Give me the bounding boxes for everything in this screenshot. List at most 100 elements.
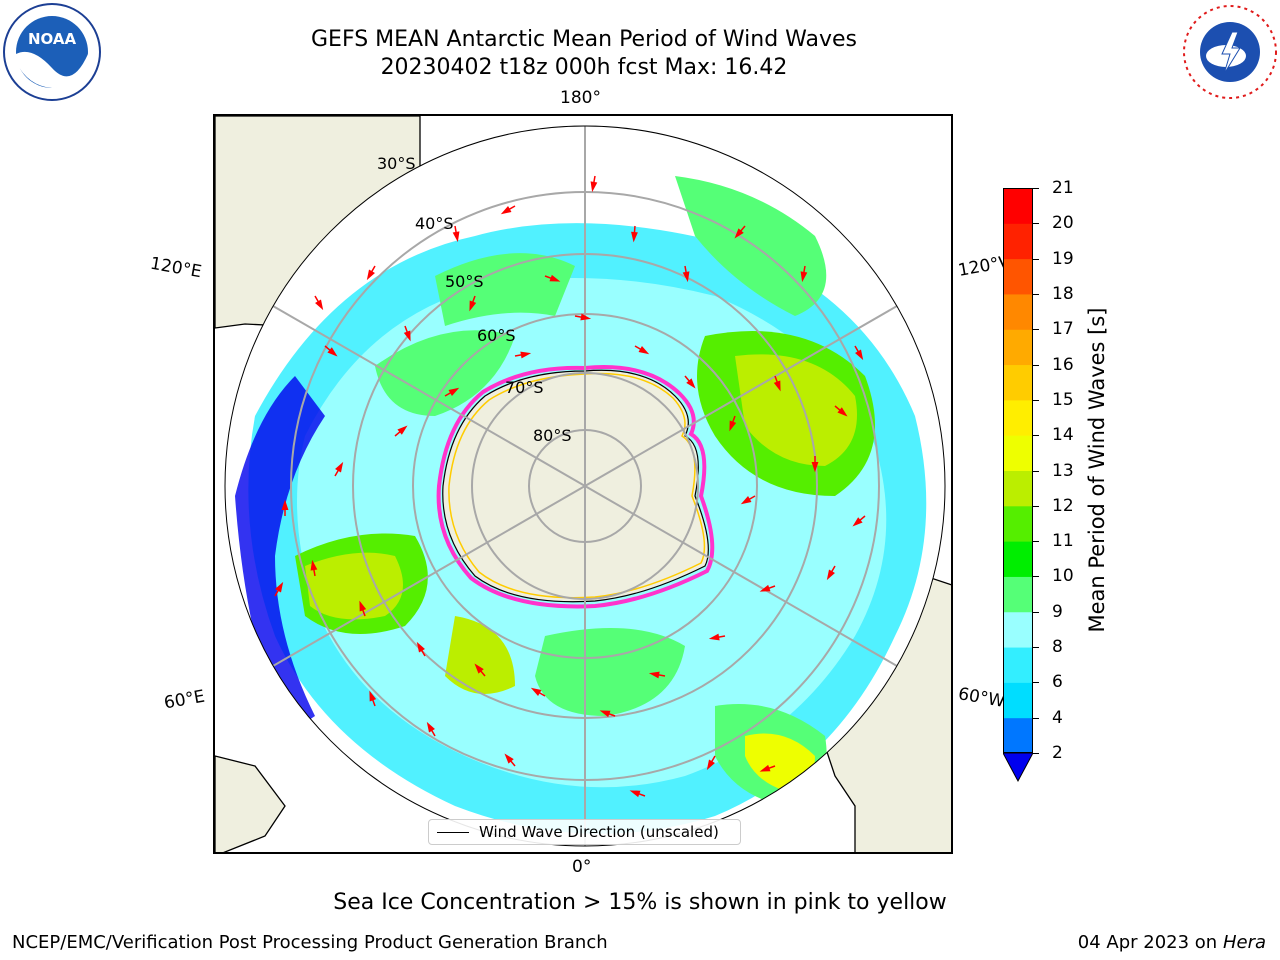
wave-direction-arrowhead (837, 407, 848, 417)
colorbar-tick-mark (1033, 188, 1039, 189)
polar-map[interactable] (215, 116, 953, 854)
wave-direction-arrowhead (520, 351, 532, 359)
lon-label-180: 180° (560, 88, 601, 108)
lat-label-30s: 30°S (377, 154, 416, 173)
sea-ice-edge-inner (448, 372, 706, 599)
wave-direction-arrowhead (452, 231, 460, 243)
sea-ice-edge (436, 365, 715, 609)
colorbar-bin (1003, 717, 1033, 754)
colorbar-tick-label: 18 (1052, 283, 1074, 304)
wave-direction-arrowhead (315, 299, 324, 311)
colorbar-bin (1003, 364, 1033, 401)
wave-direction-arrowhead (549, 274, 561, 282)
colorbar-bin (1003, 576, 1033, 613)
wave-direction-arrowhead (369, 690, 377, 702)
lon-label-60w: 60°W (956, 684, 1007, 712)
lon-label-120e: 120°E (148, 253, 204, 283)
colorbar-bin (1003, 223, 1033, 260)
colorbar-tick-label: 17 (1052, 319, 1074, 340)
wave-direction-arrowhead (500, 206, 512, 215)
wave-direction-arrowhead (686, 378, 696, 389)
colorbar-tick-label: 16 (1052, 354, 1074, 375)
map-title: GEFS MEAN Antarctic Mean Period of Wind … (311, 27, 857, 52)
colorbar-bin (1003, 505, 1033, 542)
colorbar (1003, 188, 1033, 783)
wave-direction-arrowhead (504, 753, 514, 764)
wave-direction-arrowhead (580, 313, 592, 321)
colorbar-tick-mark (1033, 435, 1039, 437)
graticule (272, 126, 898, 846)
colorbar-tick-mark (1033, 223, 1039, 225)
colorbar-tick-label: 15 (1052, 389, 1074, 410)
colorbar-tick-mark (1033, 364, 1039, 366)
wave-direction-arrowhead (590, 181, 598, 193)
wave-direction-arrowhead (335, 461, 344, 473)
wave-direction-arrowhead (729, 420, 737, 432)
colorbar-bin (1003, 611, 1033, 648)
wave-direction-arrowhead (706, 759, 715, 771)
colorbar-tick-label: 2 (1052, 743, 1063, 763)
wave-direction-arrowhead (366, 269, 375, 281)
colorbar-bin (1003, 188, 1033, 224)
colorbar-bin (1003, 647, 1033, 683)
wave-direction-arrowhead (530, 687, 542, 696)
nws-logo (1182, 4, 1278, 100)
colorbar-tick-mark (1033, 399, 1039, 401)
colorbar-tick-mark (1033, 470, 1039, 472)
map-panel[interactable]: 30°S 40°S 50°S 60°S 70°S 80°S (213, 114, 953, 854)
wave-direction-arrowhead (682, 271, 690, 283)
colorbar-tick-mark (1033, 611, 1039, 613)
colorbar-bin (1003, 399, 1033, 436)
colorbar-tick-mark (1033, 682, 1039, 684)
colorbar-tick-label: 8 (1052, 637, 1063, 658)
colorbar-tick-label: 4 (1052, 707, 1063, 728)
colorbar-bin (1003, 682, 1033, 719)
map-subtitle: 20230402 t18z 000h fcst Max: 16.42 (380, 55, 788, 80)
colorbar-bin (1003, 258, 1033, 295)
colorbar-bin (1003, 470, 1033, 507)
host-name: Hera (1222, 932, 1266, 953)
credit-text: NCEP/EMC/Verification Post Processing Pr… (12, 932, 608, 953)
lat-label-40s: 40°S (415, 214, 454, 233)
lon-label-0: 0° (572, 857, 592, 877)
colorbar-extend-min (1003, 752, 1033, 783)
wave-direction-arrowhead (759, 764, 771, 772)
wave-direction-arrowhead (740, 496, 752, 505)
colorbar-tick-mark (1033, 647, 1039, 649)
lat-label-80s: 80°S (533, 426, 572, 445)
colorbar-tick-label: 11 (1052, 531, 1074, 552)
colorbar-bin (1003, 293, 1033, 330)
wave-direction-arrowhead (811, 462, 819, 473)
colorbar-tick-mark (1033, 753, 1039, 754)
date-stamp: 04 Apr 2023 on Hera (1078, 932, 1266, 953)
map-legend: Wind Wave Direction (unscaled) (428, 819, 741, 845)
wave-direction-arrowhead (403, 330, 411, 342)
colorbar-bin (1003, 541, 1033, 577)
wave-direction-arrowhead (800, 271, 808, 283)
wave-direction-arrowhead (759, 584, 771, 592)
colorbar-tick-mark (1033, 541, 1039, 543)
wave-direction-arrowhead (798, 813, 810, 821)
colorbar-tick-label: 21 (1052, 178, 1074, 198)
colorbar-tick-label: 12 (1052, 495, 1074, 516)
legend-label: Wind Wave Direction (unscaled) (479, 823, 719, 841)
colorbar-tick-mark (1033, 293, 1039, 295)
colorbar-tick-label: 6 (1052, 672, 1063, 693)
colorbar-tick-mark (1033, 329, 1039, 331)
lon-label-60e: 60°E (162, 686, 207, 714)
colorbar-tick-mark (1033, 576, 1039, 578)
colorbar-tick-label: 9 (1052, 601, 1063, 622)
lat-label-70s: 70°S (505, 378, 544, 397)
colorbar-tick-label: 10 (1052, 566, 1074, 587)
wave-direction-arrowhead (310, 559, 318, 571)
wave-direction-arrowhead (599, 710, 611, 718)
wave-direction-arrowhead (631, 231, 638, 243)
wave-direction-arrowhead (426, 721, 435, 733)
lat-label-50s: 50°S (445, 272, 484, 291)
wave-direction-arrowhead (281, 499, 289, 510)
wave-direction-arrowhead (397, 425, 408, 435)
colorbar-tick-label: 19 (1052, 248, 1074, 269)
colorbar-tick-mark (1033, 258, 1039, 260)
legend-line-sample (437, 832, 469, 833)
wave-direction-arrowhead (474, 663, 484, 674)
